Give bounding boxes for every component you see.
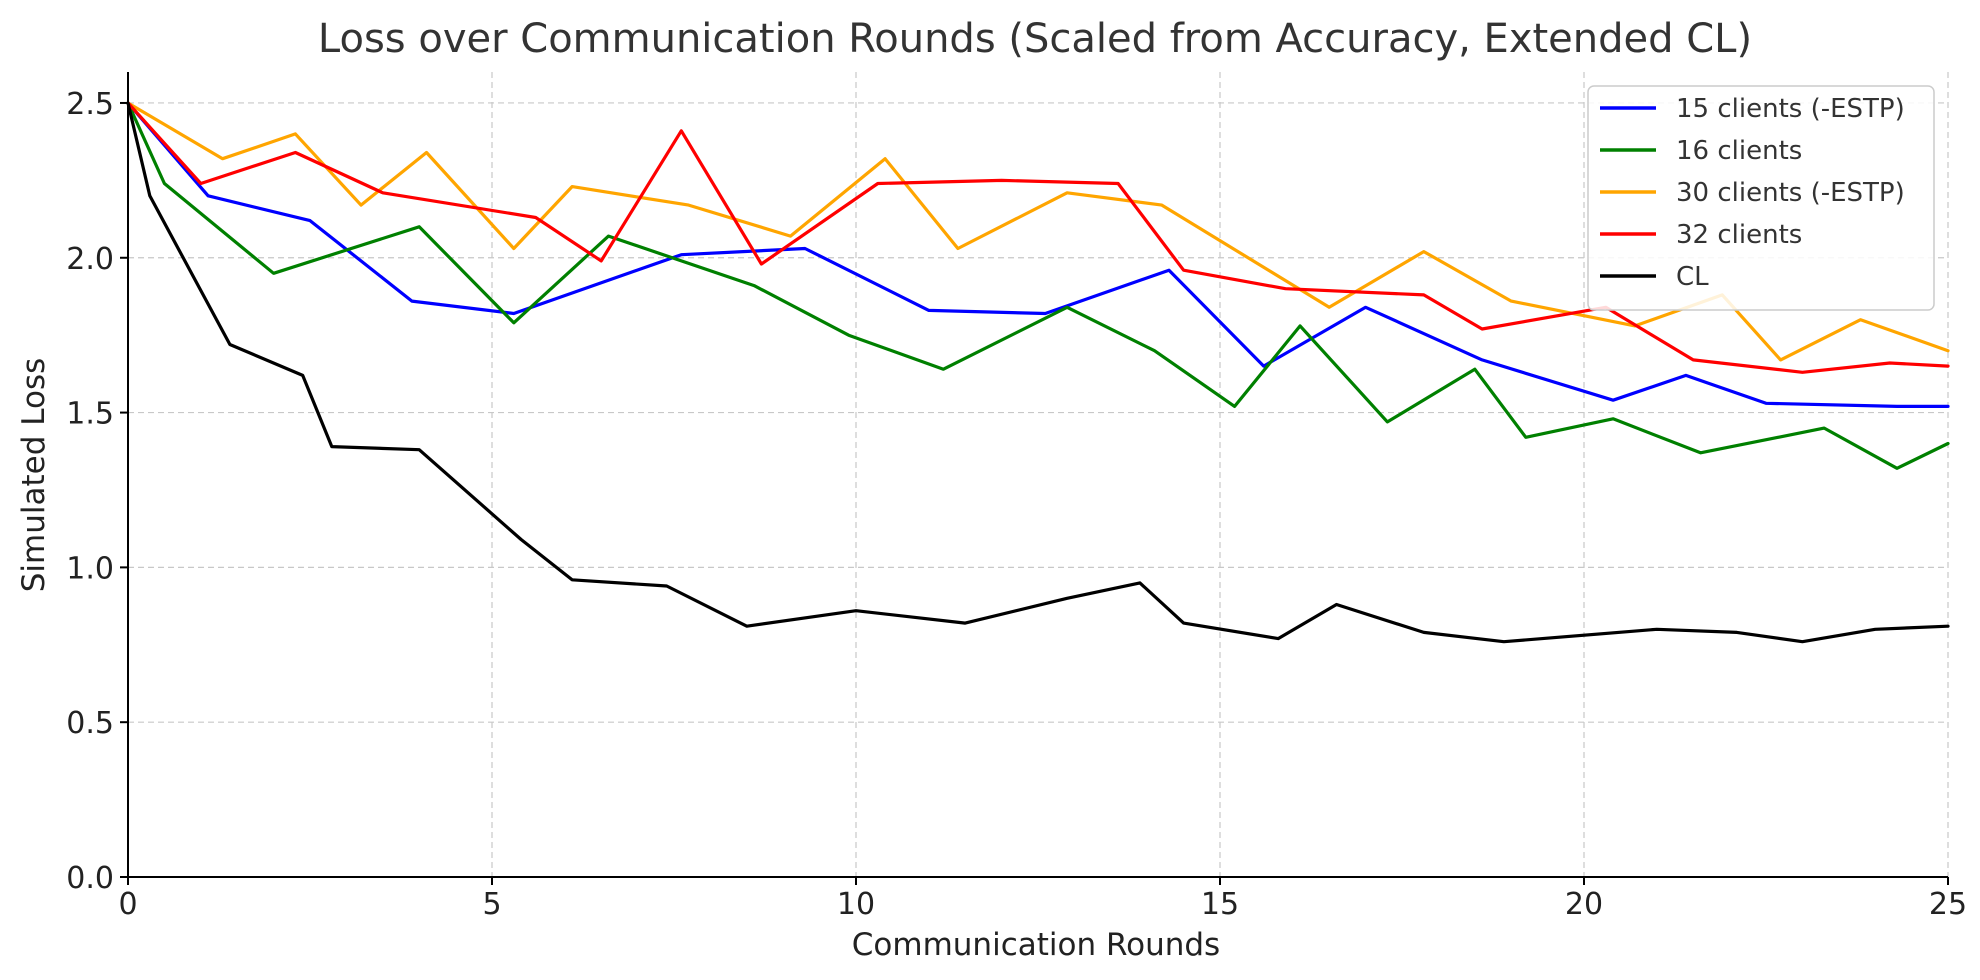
y-tick-label: 0.0 [66, 861, 114, 896]
x-axis-label: Communication Rounds [852, 927, 1220, 963]
legend-label-15-clients-estp: 15 clients (-ESTP) [1676, 94, 1905, 124]
series-line-cl [126, 101, 1950, 644]
y-tick-label: 1.0 [66, 551, 114, 586]
y-tick-label: 1.5 [66, 397, 114, 432]
y-tick-label: 2.0 [66, 242, 114, 277]
y-tick-label: 2.5 [66, 87, 114, 122]
chart-title: Loss over Communication Rounds (Scaled f… [318, 16, 1752, 62]
series-line-15-clients-estp [126, 101, 1950, 408]
grid [128, 72, 1949, 877]
x-tick-label: 20 [1565, 887, 1603, 922]
y-tick-label: 0.5 [66, 706, 114, 741]
legend-label-32-clients: 32 clients [1676, 220, 1802, 250]
legend-label-30-clients-estp: 30 clients (-ESTP) [1676, 178, 1905, 208]
legend: 15 clients (-ESTP) 16 clients 30 clients (… [1587, 85, 1935, 311]
axes [127, 72, 1948, 878]
x-tick-label: 5 [482, 887, 501, 922]
x-tick-label: 10 [837, 887, 875, 922]
legend-frame [1587, 85, 1935, 311]
series-line-32-clients [126, 101, 1950, 374]
y-axis-label: Simulated Loss [16, 358, 52, 593]
ticks: 0 5 10 15 20 25 0.0 0.5 1.0 1.5 2.0 2.5 [66, 87, 1967, 922]
legend-label-cl: CL [1676, 262, 1709, 292]
series-line-16-clients [126, 101, 1950, 470]
legend-label-16-clients: 16 clients [1676, 136, 1802, 166]
x-tick-label: 15 [1201, 887, 1239, 922]
x-tick-label: 0 [118, 887, 137, 922]
x-tick-label: 25 [1929, 887, 1967, 922]
